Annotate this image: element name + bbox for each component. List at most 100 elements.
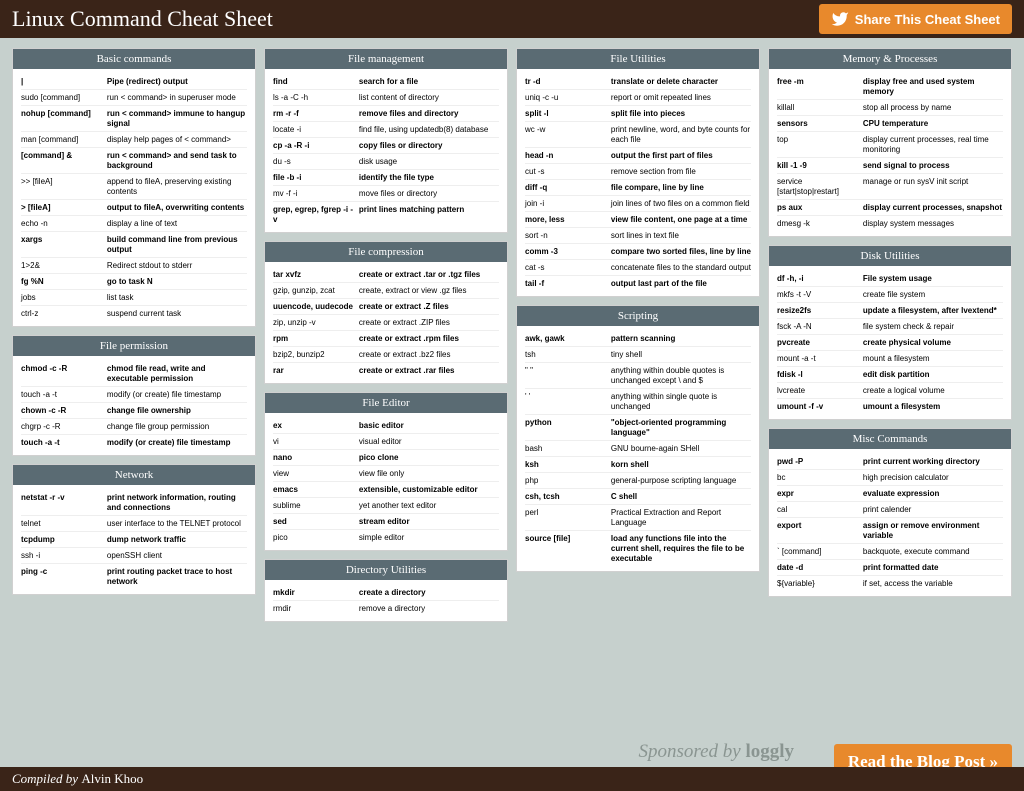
command-row: grep, egrep, fgrep -i -vprint lines matc… bbox=[273, 202, 499, 227]
command-row: resize2fsupdate a filesystem, after lvex… bbox=[777, 303, 1003, 319]
description: list task bbox=[107, 293, 247, 303]
description: mount a filesystem bbox=[863, 354, 1003, 364]
command: mount -a -t bbox=[777, 354, 863, 364]
description: display current processes, real time mon… bbox=[863, 135, 1003, 155]
command: ` [command] bbox=[777, 547, 863, 557]
description: chmod file read, write and executable pe… bbox=[107, 364, 247, 384]
command: fg %N bbox=[21, 277, 107, 287]
description: remove section from file bbox=[611, 167, 751, 177]
command: pico bbox=[273, 533, 359, 543]
description: run < command> immune to hangup signal bbox=[107, 109, 247, 129]
sponsor-text: Sponsored by loggly bbox=[638, 741, 794, 763]
description: Pipe (redirect) output bbox=[107, 77, 247, 87]
command: ex bbox=[273, 421, 359, 431]
command: rar bbox=[273, 366, 359, 376]
command: rpm bbox=[273, 334, 359, 344]
description: create or extract .tar or .tgz files bbox=[359, 270, 499, 280]
command: xargs bbox=[21, 235, 107, 255]
section-header: File Editor bbox=[265, 393, 507, 413]
command: view bbox=[273, 469, 359, 479]
command: expr bbox=[777, 489, 863, 499]
command: dmesg -k bbox=[777, 219, 863, 229]
command-row: awk, gawkpattern scanning bbox=[525, 331, 751, 347]
description: display system messages bbox=[863, 219, 1003, 229]
section-header: Disk Utilities bbox=[769, 246, 1011, 266]
command: pvcreate bbox=[777, 338, 863, 348]
description: create or extract .rpm files bbox=[359, 334, 499, 344]
command: comm -3 bbox=[525, 247, 611, 257]
description: modify (or create) file timestamp bbox=[107, 390, 247, 400]
command-row: locate -ifind file, using updatedb(8) da… bbox=[273, 122, 499, 138]
command: export bbox=[777, 521, 863, 541]
command-row: calprint calender bbox=[777, 502, 1003, 518]
description: print newline, word, and byte counts for… bbox=[611, 125, 751, 145]
command: awk, gawk bbox=[525, 334, 611, 344]
command: cat -s bbox=[525, 263, 611, 273]
command: | bbox=[21, 77, 107, 87]
command-row: tcpdumpdump network traffic bbox=[21, 532, 247, 548]
command: rm -r -f bbox=[273, 109, 359, 119]
section-box: Memory & Processesfree -mdisplay free an… bbox=[768, 48, 1012, 237]
command: gzip, gunzip, zcat bbox=[273, 286, 359, 296]
command-row: mkfs -t -Vcreate file system bbox=[777, 287, 1003, 303]
command-row: fg %Ngo to task N bbox=[21, 274, 247, 290]
description: CPU temperature bbox=[863, 119, 1003, 129]
command-row: touch -a -tmodify (or create) file times… bbox=[21, 387, 247, 403]
description: tiny shell bbox=[611, 350, 751, 360]
description: print calender bbox=[863, 505, 1003, 515]
share-button[interactable]: Share This Cheat Sheet bbox=[819, 4, 1012, 34]
command-row: ` [command]backquote, execute command bbox=[777, 544, 1003, 560]
command-row: chgrp -c -Rchange file group permission bbox=[21, 419, 247, 435]
command-row: picosimple editor bbox=[273, 530, 499, 545]
command-row: fdisk -ledit disk partition bbox=[777, 367, 1003, 383]
command: nano bbox=[273, 453, 359, 463]
command: cal bbox=[777, 505, 863, 515]
command-row: comm -3compare two sorted files, line by… bbox=[525, 244, 751, 260]
command-row: tail -foutput last part of the file bbox=[525, 276, 751, 291]
description: Practical Extraction and Report Language bbox=[611, 508, 751, 528]
header: Linux Command Cheat Sheet Share This Che… bbox=[0, 0, 1024, 38]
cheat-sheet-grid: Basic commands|Pipe (redirect) outputsud… bbox=[0, 38, 1024, 758]
command-row: xargsbuild command line from previous ou… bbox=[21, 232, 247, 258]
section-header: Basic commands bbox=[13, 49, 255, 69]
description: view file content, one page at a time bbox=[611, 215, 751, 225]
command-row: rmdirremove a directory bbox=[273, 601, 499, 616]
command: zip, unzip -v bbox=[273, 318, 359, 328]
command-row: [command] &run < command> and send task … bbox=[21, 148, 247, 174]
description: dump network traffic bbox=[107, 535, 247, 545]
command: cp -a -R -i bbox=[273, 141, 359, 151]
description: create or extract .bz2 files bbox=[359, 350, 499, 360]
description: backquote, execute command bbox=[863, 547, 1003, 557]
description: find file, using updatedb(8) database bbox=[359, 125, 499, 135]
command: resize2fs bbox=[777, 306, 863, 316]
command-row: netstat -r -vprint network information, … bbox=[21, 490, 247, 516]
command: du -s bbox=[273, 157, 359, 167]
command: fsck -A -N bbox=[777, 322, 863, 332]
command: more, less bbox=[525, 215, 611, 225]
description: korn shell bbox=[611, 460, 751, 470]
description: change file group permission bbox=[107, 422, 247, 432]
description: stream editor bbox=[359, 517, 499, 527]
description: Redirect stdout to stderr bbox=[107, 261, 247, 271]
description: pico clone bbox=[359, 453, 499, 463]
command: bash bbox=[525, 444, 611, 454]
description: "object-oriented programming language" bbox=[611, 418, 751, 438]
command: ' ' bbox=[525, 392, 611, 412]
command: chgrp -c -R bbox=[21, 422, 107, 432]
command-row: rm -r -fremove files and directory bbox=[273, 106, 499, 122]
section-header: File compression bbox=[265, 242, 507, 262]
description: create or extract .rar files bbox=[359, 366, 499, 376]
command-row: nohup [command]run < command> immune to … bbox=[21, 106, 247, 132]
command-row: head -noutput the first part of files bbox=[525, 148, 751, 164]
command: csh, tcsh bbox=[525, 492, 611, 502]
command-row: join -ijoin lines of two files on a comm… bbox=[525, 196, 751, 212]
command-row: tshtiny shell bbox=[525, 347, 751, 363]
description: create or extract .ZIP files bbox=[359, 318, 499, 328]
command-row: uuencode, uudecodecreate or extract .Z f… bbox=[273, 299, 499, 315]
section-box: File managementfindsearch for a filels -… bbox=[264, 48, 508, 233]
description: suspend current task bbox=[107, 309, 247, 319]
command-row: cat -sconcatenate files to the standard … bbox=[525, 260, 751, 276]
description: output to fileA, overwriting contents bbox=[107, 203, 247, 213]
description: GNU bourne-again SHell bbox=[611, 444, 751, 454]
description: File system usage bbox=[863, 274, 1003, 284]
